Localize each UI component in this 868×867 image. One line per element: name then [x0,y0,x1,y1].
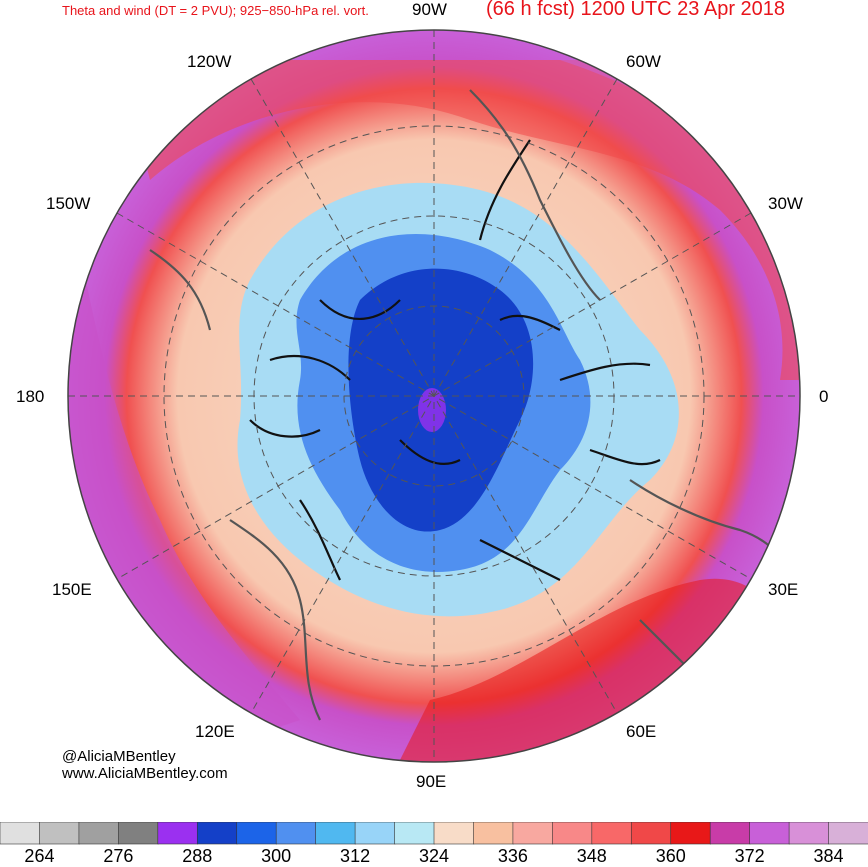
warm-red-band [120,60,800,380]
lon-label-150e: 150E [52,580,92,599]
colorbar-cell [512,822,554,845]
colorbar-cell [630,822,672,845]
colorbar-cell [394,822,435,845]
lon-label-180: 180 [16,387,45,406]
colorbar-tick-label: 300 [261,846,292,866]
colorbar-cell [552,822,593,845]
colorbar-cell [157,822,199,845]
colorbar-cell [788,822,830,845]
lon-label-60e: 60E [626,722,657,741]
colorbar-tick-label: 336 [497,846,528,866]
lon-label-30e: 30E [768,580,799,599]
forecast-valid-time: (66 h fcst) 1200 UTC 23 Apr 2018 [486,0,786,20]
map-subtitle: Theta and wind (DT = 2 PVU); 925−850-hPa… [62,3,369,18]
colorbar-cell [591,822,633,845]
lon-label-0: 0 [819,387,829,406]
colorbar-cell [749,822,790,845]
lon-label-120w: 120W [187,52,232,71]
colorbar-cell [709,822,751,845]
author-handle: @AliciaMBentley [62,748,176,765]
colorbar-tick-label: 312 [340,846,371,866]
vorticity-contours [249,139,661,581]
colorbar-tick-label: 264 [24,846,55,866]
colorbar-cell [236,822,277,845]
colorbar-cell [275,822,317,845]
graticule [68,30,800,762]
lon-label-30w: 30W [768,194,803,213]
colorbar-cell [0,822,41,845]
colorbar-tick-label: 276 [103,846,134,866]
colorbar-tick-label: 372 [734,846,765,866]
colorbar-cell [473,822,514,845]
colorbar-cell [828,822,868,845]
theta-colorbar [0,822,868,845]
colorbar-cell [670,822,711,845]
colorbar-tick-label: 348 [576,846,607,866]
colorbar-tick-label: 384 [813,846,844,866]
lon-label-150w: 150W [46,194,91,213]
colorbar-cell [78,822,120,845]
colorbar-cell [118,822,159,845]
author-website: www.AliciaMBentley.com [62,765,228,782]
colorbar-cell [433,822,475,845]
colorbar-tick-label: 360 [655,846,686,866]
colorbar-tick-label: 288 [182,846,213,866]
colorbar-cell [315,822,356,845]
polar-violet-spot [418,388,446,432]
lon-label-90w: 90W [412,0,447,19]
polar-map [67,29,801,763]
lon-label-90e: 90E [416,772,447,791]
colorbar-tick-label: 324 [418,846,450,866]
colorbar-cell [354,822,396,845]
colorbar-cell [196,822,238,845]
map-boundary [67,29,801,763]
lon-label-60w: 60W [626,52,661,71]
colorbar-cell [39,822,80,845]
lon-label-120e: 120E [195,722,235,741]
